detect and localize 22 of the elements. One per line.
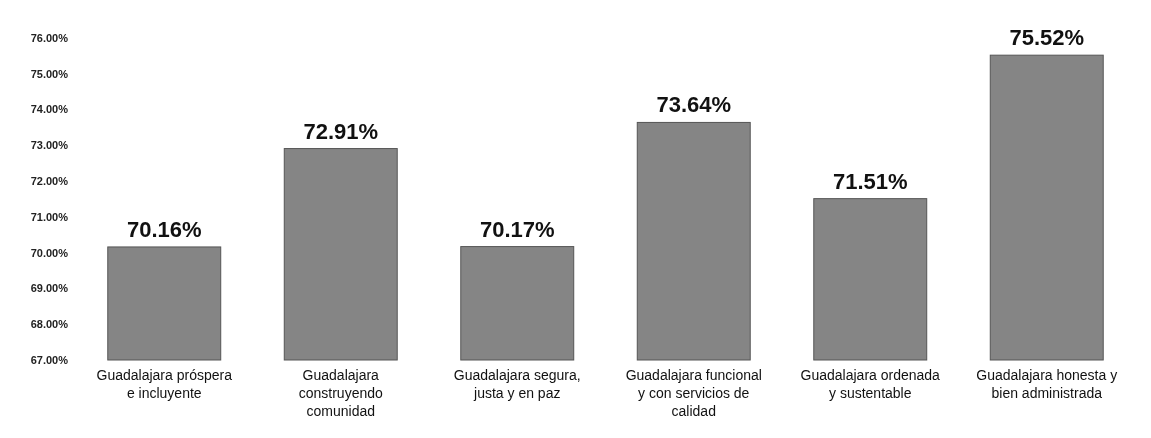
y-tick-label: 73.00% — [30, 139, 69, 152]
y-tick-label: 76.00% — [30, 31, 69, 44]
data-label: 73.64% — [656, 92, 732, 118]
data-label: 70.17% — [479, 216, 555, 242]
data-label: 70.16% — [126, 216, 202, 242]
data-label: 71.51% — [832, 168, 908, 194]
y-tick-label: 71.00% — [30, 210, 69, 223]
x-tick-label: Guadalajara próspera e incluyente — [96, 367, 233, 401]
y-tick-label: 67.00% — [30, 353, 69, 366]
x-tick-label: Guadalajara segura, justa y en paz — [453, 367, 581, 401]
y-tick-label: 74.00% — [30, 103, 69, 116]
data-label: 75.52% — [1009, 25, 1085, 51]
y-tick-label: 69.00% — [30, 282, 69, 295]
x-tick-label: Guadalajara funcional y con servicios de calidad — [625, 367, 762, 419]
x-tick-label: Guadalajara honesta y bien administrada — [976, 367, 1118, 401]
x-tick-label: Guadalajara ordenada y sustentable — [800, 367, 941, 401]
y-tick-label: 70.00% — [30, 246, 69, 259]
y-tick-label: 68.00% — [30, 318, 69, 331]
x-tick-label: Guadalajara construyendo comunidad — [298, 367, 383, 419]
y-tick-label: 75.00% — [30, 67, 69, 80]
data-label: 72.91% — [303, 118, 379, 144]
y-tick-label: 72.00% — [30, 174, 69, 187]
